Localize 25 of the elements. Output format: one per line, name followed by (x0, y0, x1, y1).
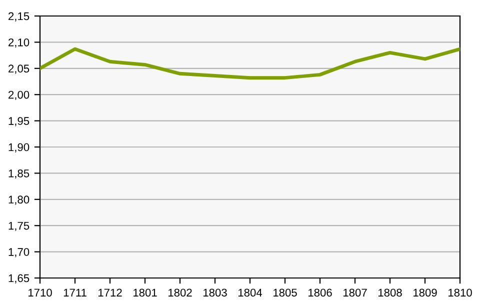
x-tick-label: 1810 (448, 288, 472, 297)
x-tick-label: 1804 (238, 288, 262, 297)
y-tick-label: 2,00 (8, 90, 30, 100)
y-tick-label: 1,90 (8, 143, 30, 152)
y-tick-label: 2,15 (8, 12, 30, 22)
y-tick-label: 1,95 (8, 117, 30, 126)
x-tick-label: 1805 (273, 288, 297, 297)
y-tick-label: 1,85 (8, 169, 30, 179)
y-tick-label: 1,65 (8, 274, 30, 284)
x-tick-label: 1711 (64, 288, 86, 296)
x-tick-label: 1808 (378, 288, 402, 297)
x-tick-label: 1712 (98, 288, 122, 296)
x-tick-label: 1803 (203, 288, 227, 297)
line-series (40, 47, 460, 80)
x-tick-label: 1802 (168, 288, 192, 297)
y-tick-label: 1,80 (8, 196, 30, 205)
y-tick-label: 1,70 (8, 248, 30, 258)
x-tick-label: 1710 (28, 288, 52, 297)
x-tick-label: 1809 (413, 288, 437, 297)
x-tick-label: 1807 (343, 288, 367, 297)
x-tick-label: 1801 (133, 288, 157, 297)
y-tick-label: 2,05 (8, 64, 30, 74)
y-tick-label: 2,10 (8, 38, 30, 48)
y-tick-label: 1,75 (8, 222, 30, 232)
x-tick-label: 1806 (308, 288, 332, 297)
